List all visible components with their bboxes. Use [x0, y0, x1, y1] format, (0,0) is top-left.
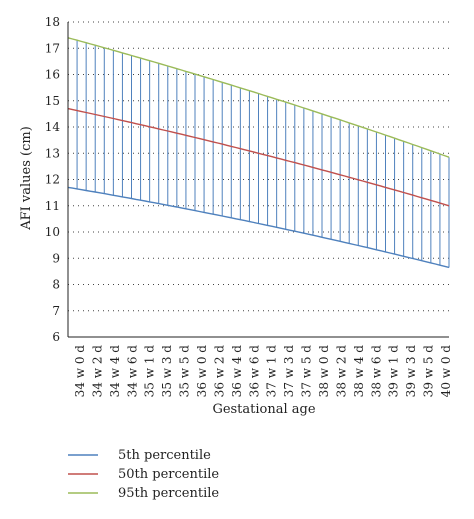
x-tick-label: 38 w 2 d	[334, 345, 348, 398]
x-tick-label: 38 w 0 d	[317, 345, 331, 398]
y-tick-label: 14	[45, 120, 61, 134]
y-axis-label: AFI values (cm)	[19, 126, 34, 231]
legend: 5th percentile 50th percentile 95th percen…	[68, 448, 219, 501]
y-tick-label: 15	[45, 94, 60, 108]
x-tick-label: 37 w 3 d	[282, 345, 296, 398]
y-tick-label: 7	[52, 304, 60, 318]
x-tick-label: 38 w 4 d	[352, 345, 366, 398]
x-tick-label: 36 w 2 d	[212, 345, 226, 398]
x-tick-label: 36 w 0 d	[195, 345, 209, 398]
y-tick-label: 18	[45, 15, 60, 29]
x-tick-label: 35 w 3 d	[160, 345, 174, 398]
y-tick-label: 16	[45, 68, 60, 82]
x-tick-label: 37 w 5 d	[300, 345, 314, 398]
series-line	[67, 37, 450, 158]
legend-label: 95th percentile	[118, 486, 219, 501]
series-line	[67, 186, 450, 269]
y-tick-label: 17	[45, 41, 60, 55]
x-tick-label: 35 w 1 d	[143, 345, 157, 398]
x-tick-labels: 34 w 0 d 34 w 2 d 34 w 4 d 34 w 6 d 35 w 1 d…	[73, 345, 453, 398]
x-tick-label: 39 w 5 d	[422, 345, 436, 398]
x-tick-label: 36 w 4 d	[230, 345, 244, 398]
x-tick-label: 40 w 0 d	[439, 345, 453, 398]
y-tick-label: 8	[52, 278, 60, 292]
x-axis-label: Gestational age	[212, 402, 315, 417]
y-tick-labels: 6 7 8 9 10 11 12 13 14 15 16 17 18	[45, 15, 61, 344]
y-tick-label: 11	[45, 199, 60, 213]
y-tick-label: 6	[52, 330, 60, 344]
x-tick-label: 36 w 6 d	[247, 345, 261, 398]
x-tick-label: 35 w 5 d	[178, 345, 192, 398]
axes	[67, 22, 449, 338]
x-tick-label: 37 w 1 d	[265, 345, 279, 398]
legend-label: 5th percentile	[118, 448, 211, 463]
x-tick-label: 39 w 1 d	[387, 345, 401, 398]
x-tick-label: 34 w 6 d	[125, 345, 139, 398]
x-tick-label: 34 w 4 d	[108, 345, 122, 398]
x-tick-label: 38 w 6 d	[369, 345, 383, 398]
y-tick-label: 13	[45, 146, 60, 160]
y-tick-label: 12	[45, 173, 60, 187]
x-tick-label: 39 w 3 d	[404, 345, 418, 398]
y-tick-label: 9	[52, 251, 60, 265]
x-tick-label: 34 w 0 d	[73, 345, 87, 398]
y-tick-label: 10	[45, 225, 60, 239]
legend-label: 50th percentile	[118, 467, 219, 482]
series-line	[67, 107, 450, 207]
series-lines	[67, 37, 450, 269]
x-tick-label: 34 w 2 d	[90, 345, 104, 398]
